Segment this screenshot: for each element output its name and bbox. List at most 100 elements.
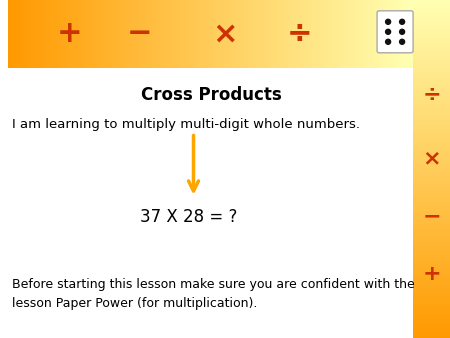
Bar [302,0,304,68]
Bar [242,0,243,68]
Bar [358,0,359,68]
Bar [413,217,450,219]
Bar [43,0,45,68]
Bar [413,129,450,131]
Bar [54,0,55,68]
Bar [232,0,234,68]
Bar [413,21,450,23]
Bar [112,0,113,68]
Bar [216,0,217,68]
Bar [413,95,450,96]
Bar [374,0,375,68]
Bar [113,0,115,68]
Bar [413,205,450,206]
Bar [413,257,450,258]
Text: +: + [422,264,441,284]
Bar [413,249,450,250]
Circle shape [386,29,391,34]
Bar [340,0,342,68]
Bar [155,0,157,68]
Bar [23,0,24,68]
Bar [413,56,450,57]
Bar [327,0,328,68]
Bar [413,47,450,48]
Bar [90,0,92,68]
Bar [413,145,450,146]
Bar [74,0,76,68]
Bar [286,0,288,68]
Bar [142,0,143,68]
Bar [373,0,374,68]
Bar [413,75,450,77]
Bar [200,0,201,68]
Bar [288,0,289,68]
Bar [259,0,261,68]
Bar [120,0,122,68]
Bar [55,0,57,68]
Bar [413,57,450,58]
Bar [413,247,450,248]
Bar [413,187,450,188]
Bar [128,0,130,68]
Bar [413,244,450,246]
Bar [413,337,450,338]
Bar [61,0,62,68]
Bar [231,0,232,68]
Bar [413,153,450,154]
Bar [412,0,413,68]
Bar [105,0,107,68]
Bar [383,0,385,68]
Bar [413,83,450,84]
Bar [413,155,450,156]
Bar [413,266,450,267]
Bar [157,0,158,68]
Bar [269,0,270,68]
Bar [96,0,97,68]
Text: I am learning to multiply multi-digit whole numbers.: I am learning to multiply multi-digit wh… [12,118,360,130]
Bar [413,334,450,335]
Bar [398,0,400,68]
Bar [104,0,105,68]
Bar [413,222,450,223]
Bar [62,0,63,68]
Bar [186,0,188,68]
Bar [413,220,450,221]
Bar [413,126,450,127]
Bar [22,0,23,68]
Bar [413,178,450,179]
Bar [413,67,450,68]
Bar [413,58,450,60]
Bar [136,0,138,68]
FancyBboxPatch shape [377,11,413,53]
Bar [413,243,450,244]
Bar [413,207,450,209]
Bar [109,0,111,68]
Bar [99,0,100,68]
Bar [413,336,450,337]
Bar [413,230,450,231]
Bar [413,135,450,136]
Bar [305,0,306,68]
Bar [404,0,405,68]
Bar [413,267,450,268]
Bar [413,254,450,255]
Bar [413,234,450,236]
Bar [297,0,298,68]
Bar [413,133,450,134]
Bar [239,0,240,68]
Bar [12,0,14,68]
Bar [261,0,262,68]
Bar [413,46,450,47]
Bar [413,6,450,7]
Bar [328,0,329,68]
Bar [409,0,410,68]
Bar [278,0,279,68]
Text: ÷: ÷ [287,19,312,48]
Bar [413,51,450,52]
Bar [284,0,285,68]
Bar [100,0,101,68]
Bar [86,0,88,68]
Bar [221,0,223,68]
Bar [413,140,450,141]
Bar [47,0,49,68]
